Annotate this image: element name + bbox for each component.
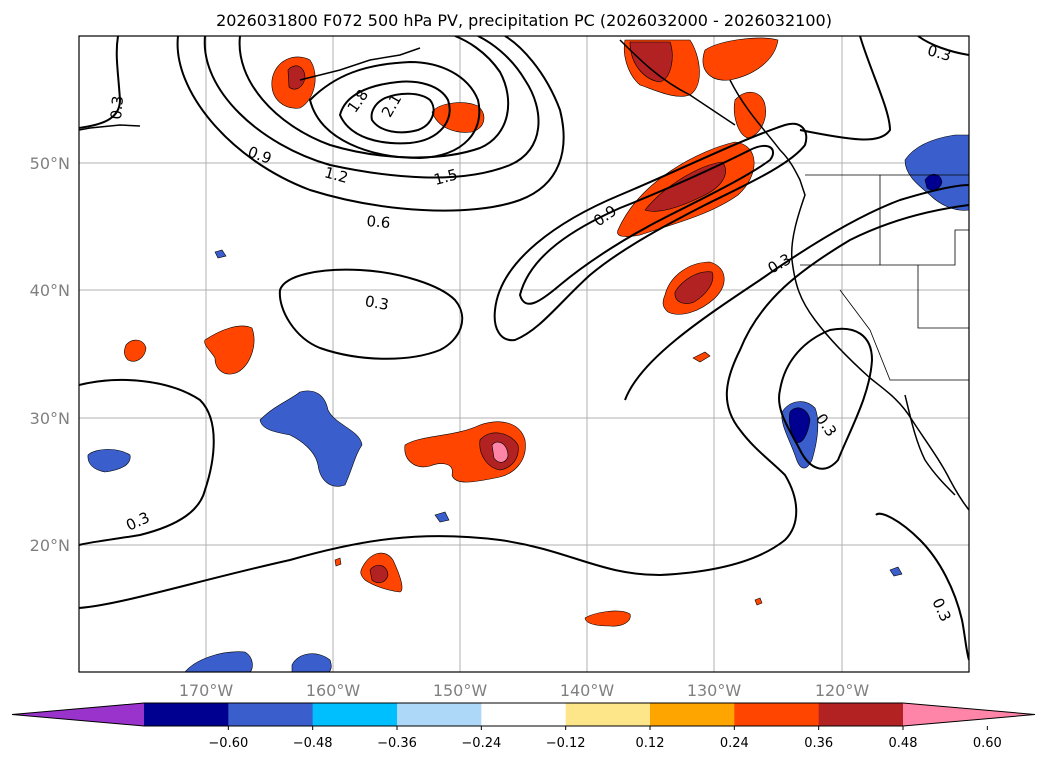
colorbar-tick-label: 0.48 xyxy=(889,736,918,751)
colorbar-segment xyxy=(228,703,314,726)
lon-label: 160°W xyxy=(306,681,361,700)
lat-label: 30°N xyxy=(30,409,70,428)
contour-label: 1.5 xyxy=(432,165,460,189)
colorbar-tick-label: 0.36 xyxy=(804,736,833,751)
contour-label: 0.3 xyxy=(364,292,391,314)
latitude-labels: 50°N 40°N 30°N 20°N xyxy=(30,154,70,555)
colorbar-tick-label: −0.12 xyxy=(546,736,586,751)
lat-label: 20°N xyxy=(30,536,70,555)
pv-contours xyxy=(79,36,969,661)
colorbar-segment xyxy=(312,703,398,726)
colorbar-segment xyxy=(481,703,567,726)
colorbar-segment xyxy=(818,703,904,726)
map-area: 0.3 0.3 0.3 0.3 0.3 0.3 0.3 0.6 0.9 0.9 … xyxy=(79,36,969,672)
lon-label: 140°W xyxy=(560,681,615,700)
colorbar-segment xyxy=(650,703,735,726)
precip-negative-areas xyxy=(87,134,969,672)
lon-label: 120°W xyxy=(815,681,870,700)
colorbar-tick-label: −0.24 xyxy=(461,736,501,751)
colorbar-outline xyxy=(11,702,1036,727)
colorbar-tick-label: −0.60 xyxy=(208,736,248,751)
contour-label: 0.3 xyxy=(107,95,127,120)
lon-label: 170°W xyxy=(179,681,234,700)
colorbar-segment xyxy=(734,703,820,726)
colorbar-segment xyxy=(397,703,482,726)
map-title: 2026031800 F072 500 hPa PV, precipitatio… xyxy=(216,11,832,30)
colorbar-tick-label: 0.60 xyxy=(973,736,1002,751)
longitude-labels: 170°W 160°W 150°W 140°W 130°W 120°W xyxy=(179,681,870,700)
colorbar-tick-label: −0.36 xyxy=(377,736,417,751)
state-borders xyxy=(800,174,969,381)
lon-label: 150°W xyxy=(433,681,488,700)
colorbar-tick-label: 0.12 xyxy=(636,736,665,751)
contour-label: 0.6 xyxy=(366,212,391,232)
colorbar-extend-low xyxy=(12,703,144,726)
colorbar-extend-high xyxy=(903,703,1035,726)
map-frame xyxy=(78,35,970,673)
colorbar: −0.60 −0.48 −0.36 −0.24 −0.12 0.12 0.24 0.36 0.4… xyxy=(11,702,1036,751)
colorbar-segment xyxy=(565,703,651,726)
colorbar-segment xyxy=(144,703,229,726)
colorbar-tick-label: −0.48 xyxy=(293,736,333,751)
lat-label: 50°N xyxy=(30,154,70,173)
colorbar-tick-label: 0.24 xyxy=(720,736,749,751)
gridlines xyxy=(79,36,969,672)
lat-label: 40°N xyxy=(30,281,70,300)
coastlines xyxy=(79,39,969,511)
lon-label: 130°W xyxy=(687,681,742,700)
contour-label: 1.2 xyxy=(322,163,350,187)
contour-label: 0.3 xyxy=(925,41,953,65)
